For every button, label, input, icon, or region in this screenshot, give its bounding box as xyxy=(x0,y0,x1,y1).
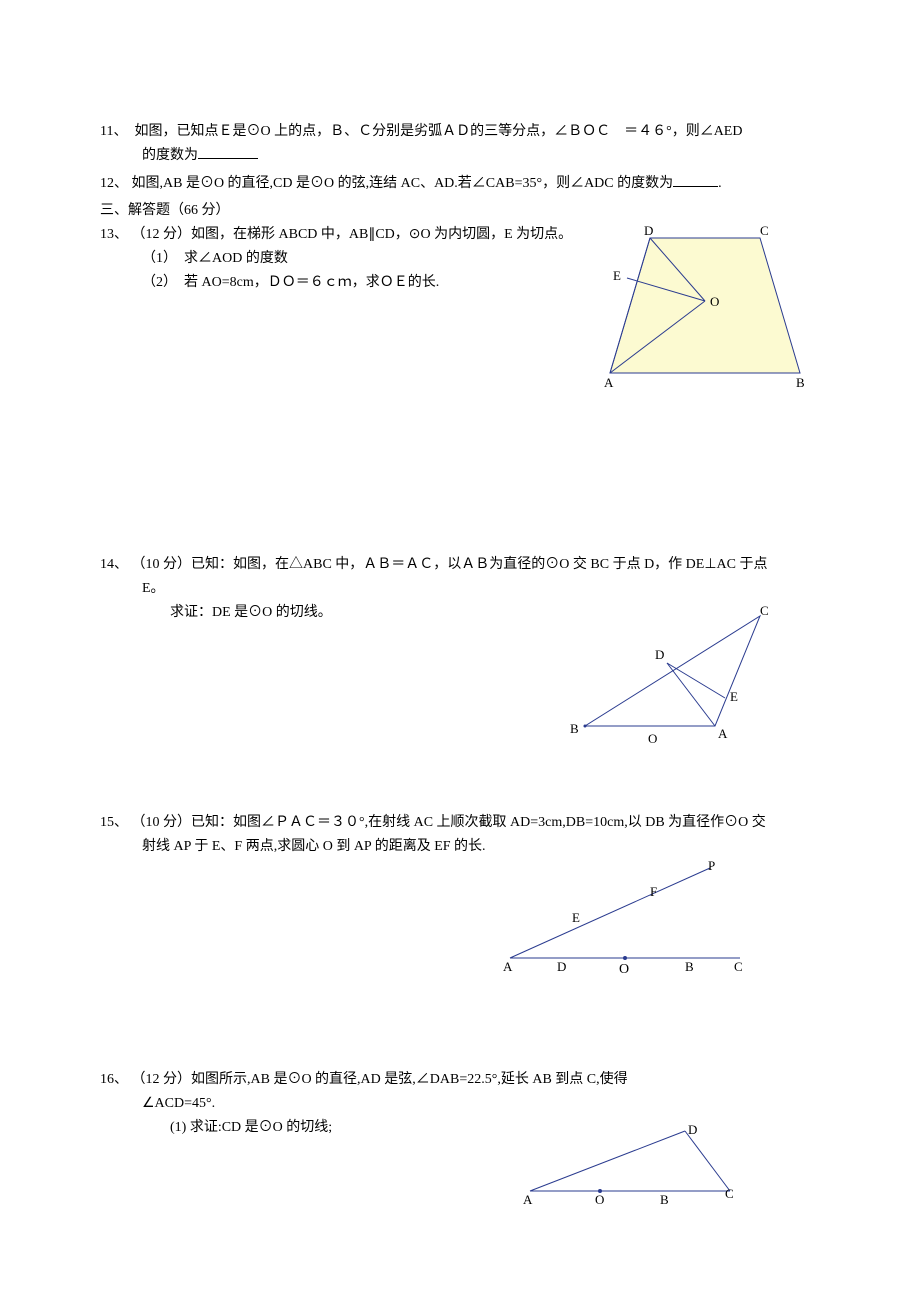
q16-text2: ∠ACD=45°. xyxy=(142,1096,215,1111)
svg-text:F: F xyxy=(650,884,657,899)
q11-line1: 如图，已知点Ｅ是⊙O 上的点，Ｂ、Ｃ分别是劣弧ＡＤ的三等分点，∠ＢＯＣ ＝４６°… xyxy=(134,124,742,139)
q11-blank[interactable] xyxy=(198,144,258,159)
svg-text:E: E xyxy=(730,689,738,704)
svg-text:E: E xyxy=(572,910,580,925)
svg-text:C: C xyxy=(760,223,769,238)
q13-sub1-txt: 求∠AOD 的度数 xyxy=(184,251,288,266)
svg-text:B: B xyxy=(796,375,805,390)
q13-sub1-lbl: （1） xyxy=(142,251,177,266)
q13-sub2-txt: 若 AO=8cm，ＤＯ＝６ｃｍ，求ＯＥ的长. xyxy=(184,275,439,290)
q12-blank[interactable] xyxy=(673,172,718,187)
svg-text:D: D xyxy=(655,647,664,662)
q14-text2: E。 xyxy=(142,581,165,596)
svg-text:C: C xyxy=(760,603,769,618)
question-15: 15、 （10 分）已知：如图∠ＰＡＣ＝３０°,在射线 AC 上顺次截取 AD=… xyxy=(100,811,820,979)
svg-text:B: B xyxy=(570,721,579,736)
q11-num: 11、 xyxy=(100,124,127,139)
svg-text:B: B xyxy=(660,1192,669,1206)
question-11: 11、 如图，已知点Ｅ是⊙O 上的点，Ｂ、Ｃ分别是劣弧ＡＤ的三等分点，∠ＢＯＣ … xyxy=(100,120,820,168)
question-16: 16、 （12 分）如图所示,AB 是⊙O 的直径,AD 是弦,∠DAB=22.… xyxy=(100,1068,820,1206)
q12-period: . xyxy=(718,176,722,191)
q14-text1: （10 分）已知：如图，在△ABC 中，ＡＢ＝ＡＣ，以ＡＢ为直径的⊙O 交 BC… xyxy=(132,557,768,572)
section-3-title: 三、解答题（66 分） xyxy=(100,199,820,223)
q15-figure: A D O B C E F P xyxy=(500,858,750,978)
q16-num: 16、 xyxy=(100,1072,128,1087)
svg-text:D: D xyxy=(644,223,653,238)
q14-num: 14、 xyxy=(100,557,128,572)
q13-text: （12 分）如图，在梯形 ABCD 中，AB∥CD，⊙O 为内切圆，E 为切点。 xyxy=(132,227,573,242)
q16-text1: （12 分）如图所示,AB 是⊙O 的直径,AD 是弦,∠DAB=22.5°,延… xyxy=(132,1072,628,1087)
svg-text:A: A xyxy=(503,959,513,974)
q14-figure: B A C D E O xyxy=(570,601,780,751)
q11-line2: 的度数为 xyxy=(142,148,198,163)
q13-figure: A B C D E O xyxy=(590,223,820,393)
svg-text:B: B xyxy=(685,959,694,974)
svg-text:A: A xyxy=(523,1192,533,1206)
svg-text:D: D xyxy=(557,959,566,974)
svg-text:O: O xyxy=(595,1192,604,1206)
q13-sub2-lbl: （2） xyxy=(142,275,177,290)
question-12: 12、 如图,AB 是⊙O 的直径,CD 是⊙O 的弦,连结 AC、AD.若∠C… xyxy=(100,172,820,196)
q16-figure: A O B C D xyxy=(520,1116,750,1206)
q15-num: 15、 xyxy=(100,815,128,830)
q15-text1: （10 分）已知：如图∠ＰＡＣ＝３０°,在射线 AC 上顺次截取 AD=3cm,… xyxy=(132,815,766,830)
svg-text:C: C xyxy=(734,959,743,974)
question-13: 13、 （12 分）如图，在梯形 ABCD 中，AB∥CD，⊙O 为内切圆，E … xyxy=(100,223,820,393)
svg-text:C: C xyxy=(725,1186,734,1201)
svg-text:O: O xyxy=(619,962,629,977)
svg-text:O: O xyxy=(648,731,657,746)
q12-text: 如图,AB 是⊙O 的直径,CD 是⊙O 的弦,连结 AC、AD.若∠CAB=3… xyxy=(132,176,674,191)
q15-text2: 射线 AP 于 E、F 两点,求圆心 O 到 AP 的距离及 EF 的长. xyxy=(142,839,486,854)
svg-text:E: E xyxy=(613,268,621,283)
svg-text:A: A xyxy=(718,726,728,741)
question-14: 14、 （10 分）已知：如图，在△ABC 中，ＡＢ＝ＡＣ，以ＡＢ为直径的⊙O … xyxy=(100,553,820,751)
q14-prove: 求证：DE 是⊙O 的切线。 xyxy=(170,605,332,620)
q13-num: 13、 xyxy=(100,227,128,242)
svg-text:O: O xyxy=(710,294,719,309)
q12-num: 12、 xyxy=(100,176,128,191)
svg-text:A: A xyxy=(604,375,614,390)
svg-text:P: P xyxy=(708,858,715,873)
q16-sub1: (1) 求证:CD 是⊙O 的切线; xyxy=(170,1120,332,1135)
svg-text:D: D xyxy=(688,1122,697,1137)
